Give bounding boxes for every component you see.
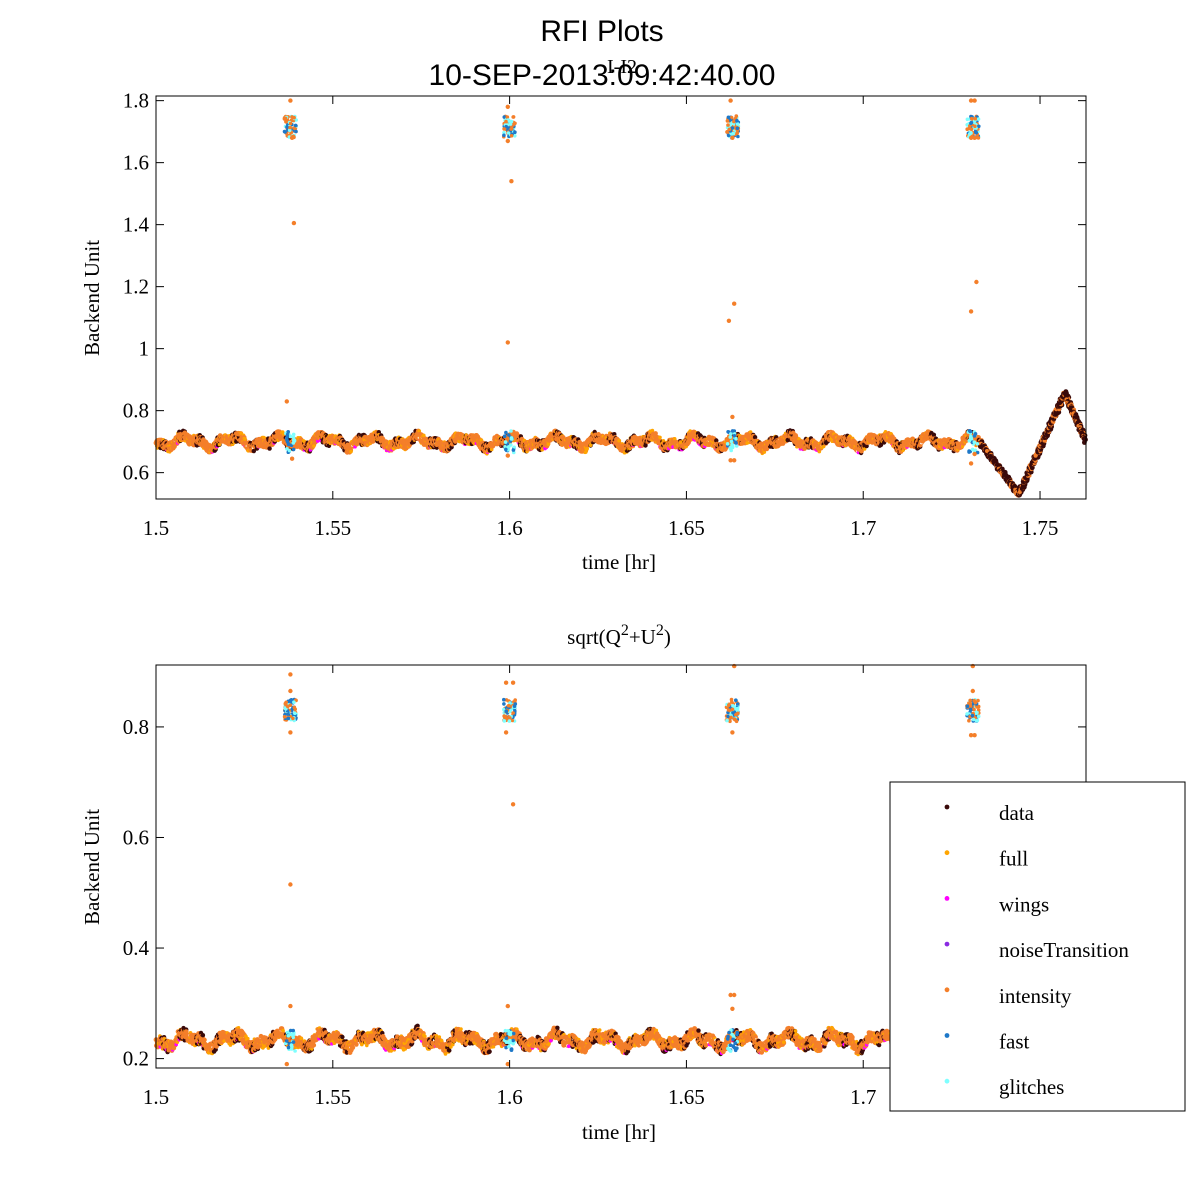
point-calibration <box>294 129 298 134</box>
point-glitch <box>287 448 292 453</box>
point-data <box>251 448 256 454</box>
plot-intensity-points <box>153 98 1088 498</box>
point-full <box>546 442 551 447</box>
point-calibration <box>726 123 730 127</box>
point-glitch <box>285 434 290 438</box>
point-calibration <box>509 119 514 124</box>
point-glitch <box>291 432 296 437</box>
point-full <box>417 429 422 433</box>
point-calibration <box>502 127 506 131</box>
point-glitch <box>509 429 513 433</box>
point-glitch <box>502 434 507 439</box>
point-full <box>617 438 621 443</box>
point-data <box>752 435 758 440</box>
point-calibration <box>730 126 735 130</box>
point-data <box>267 446 272 451</box>
point-full <box>422 433 426 438</box>
point-calibration <box>509 127 513 131</box>
point-calibration <box>293 123 298 128</box>
point-calibration <box>735 118 739 123</box>
point-calibration <box>283 116 288 121</box>
point-calibration <box>513 121 517 126</box>
point-full <box>489 447 494 452</box>
point-glitch <box>504 430 508 435</box>
point-data <box>376 430 381 435</box>
figure-subtitle: 10-SEP-2013:09:42:40.00 <box>429 59 776 92</box>
point-calibration <box>509 134 514 138</box>
point-calibration <box>288 125 293 130</box>
point-calibration <box>288 121 293 126</box>
point-calibration <box>502 133 506 138</box>
point-calibration <box>735 126 740 131</box>
point-full <box>585 447 589 451</box>
point-calibration <box>511 115 516 119</box>
point-full <box>584 450 588 454</box>
point-calibration <box>292 115 296 120</box>
point-calibration <box>735 122 740 126</box>
point-calibration <box>735 131 739 135</box>
plot-intensity: I-I2 1.5 1.55 1.6 1.65 1.7 1.750.60.811.21.41… <box>80 56 1088 574</box>
point-full <box>658 435 662 440</box>
point-glitch <box>291 447 296 452</box>
point-data <box>931 432 937 437</box>
point-calibration <box>513 130 517 134</box>
point-glitch <box>509 443 513 447</box>
plot-intensity-title: I-I2 <box>607 56 637 78</box>
point-glitch <box>511 448 516 452</box>
point-glitch <box>509 437 514 441</box>
point-glitch <box>286 430 291 434</box>
point-glitch <box>291 441 296 445</box>
point-calibration <box>734 114 739 118</box>
figure-title: RFI Plots <box>540 15 663 48</box>
point-calibration <box>504 119 508 124</box>
point-calibration <box>725 119 730 123</box>
point-calibration <box>285 125 289 129</box>
point-full <box>312 444 316 448</box>
point-calibration <box>727 127 732 132</box>
point-calibration <box>731 131 736 136</box>
point-glitch <box>285 439 290 444</box>
point-full <box>349 449 353 454</box>
point-glitch <box>503 440 508 444</box>
point-glitch <box>504 447 508 452</box>
point-full <box>243 437 247 442</box>
